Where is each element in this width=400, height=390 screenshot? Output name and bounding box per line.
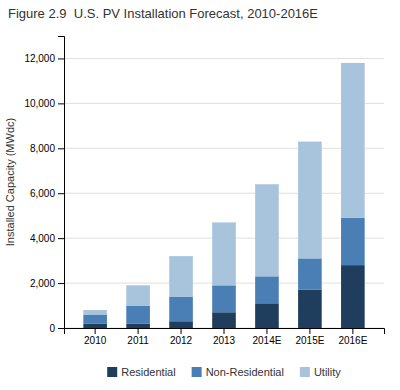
y-tick: 4,000 (30, 233, 64, 244)
bar (298, 258, 322, 289)
x-axis-line (65, 329, 385, 335)
plot: 02,0004,0006,0008,00010,00012,0002010201… (24, 37, 384, 347)
y-tick-label: 8,000 (30, 143, 55, 154)
x-tick: 2010 (84, 328, 107, 346)
x-tick-label: 2011 (127, 335, 149, 346)
legend-swatch (192, 367, 202, 377)
y-tick-label: 4,000 (30, 233, 55, 244)
bar (126, 324, 150, 328)
legend-swatch (300, 367, 310, 377)
y-axis: 0 2,000 4,000 6,000 8,000 10,000 12,000 (24, 37, 64, 334)
y-tick: 8,000 (30, 143, 64, 154)
y-tick-label: 0 (49, 323, 55, 334)
bar (341, 218, 365, 265)
grid-line (64, 58, 384, 59)
y-tick-mark (58, 58, 64, 59)
bar (298, 290, 322, 328)
x-tick: 2012 (170, 328, 193, 346)
legend-label: Non-Residential (206, 366, 284, 378)
grid-line (64, 103, 384, 104)
x-tick-mark (138, 328, 139, 334)
y-tick-label: 6,000 (30, 188, 55, 199)
x-tick-label: 2016E (338, 335, 367, 346)
x-tick-label: 2010 (84, 335, 107, 346)
legend-label: Utility (314, 366, 341, 378)
y-tick-mark (58, 283, 64, 284)
y-tick: 12,000 (24, 53, 64, 64)
x-tick-mark (352, 328, 353, 334)
bar (298, 142, 322, 259)
y-tick-label: 12,000 (24, 53, 55, 64)
bar (212, 222, 236, 285)
y-tick-mark (58, 328, 64, 329)
x-tick-mark (309, 328, 310, 334)
grid (64, 58, 384, 328)
bar (126, 306, 150, 324)
bars (83, 63, 364, 328)
y-label: Installed Capacity (MWdc) (4, 118, 16, 246)
x-tick: 2011 (127, 328, 149, 346)
y-tick: 6,000 (30, 188, 64, 199)
x-tick: 2014E (252, 328, 281, 346)
legend-label: Residential (121, 366, 175, 378)
bar (169, 297, 193, 322)
y-tick-mark (58, 238, 64, 239)
bar (341, 63, 365, 218)
y-tick-label: 2,000 (30, 278, 55, 289)
bar (212, 312, 236, 328)
x-tick-label: 2014E (252, 335, 281, 346)
grid-line (64, 193, 384, 194)
x-tick-label: 2012 (170, 335, 193, 346)
bar (169, 256, 193, 296)
legend-swatch (107, 367, 117, 377)
x-axis: 2010 2011 2012 2013 2014E 2015E 2016E (65, 328, 385, 346)
y-tick: 2,000 (30, 278, 64, 289)
bar (212, 285, 236, 312)
x-tick-label: 2013 (213, 335, 236, 346)
y-tick-label: 10,000 (24, 98, 55, 109)
y-axis-line (58, 37, 65, 329)
x-tick-mark (266, 328, 267, 334)
y-tick-mark (58, 193, 64, 194)
y-tick-mark (58, 148, 64, 149)
chart: Figure 2.9 U.S. PV Installation Forecast… (0, 0, 400, 390)
y-tick: 10,000 (24, 98, 64, 109)
bar (255, 303, 279, 328)
x-tick-label: 2015E (295, 335, 324, 346)
y-tick: 0 (49, 323, 64, 334)
bar (83, 324, 107, 328)
bar (126, 285, 150, 305)
series (83, 218, 364, 324)
x-tick: 2013 (213, 328, 236, 346)
bar (255, 184, 279, 276)
y-tick-mark (58, 103, 64, 104)
x-tick: 2015E (295, 328, 324, 346)
legend-item: Utility (300, 366, 341, 378)
grid-line (64, 148, 384, 149)
x-tick: 2016E (338, 328, 367, 346)
bar (169, 321, 193, 328)
x-tick-mark (224, 328, 225, 334)
legend-item: Residential (107, 366, 175, 378)
bar (255, 276, 279, 303)
title: Figure 2.9 U.S. PV Installation Forecast… (8, 6, 318, 21)
bar (83, 310, 107, 314)
x-tick-mark (95, 328, 96, 334)
legend: Residential Non-Residential Utility (107, 366, 341, 378)
x-tick-mark (181, 328, 182, 334)
series (83, 63, 364, 315)
bar (341, 265, 365, 328)
bar (83, 315, 107, 324)
legend-item: Non-Residential (192, 366, 284, 378)
